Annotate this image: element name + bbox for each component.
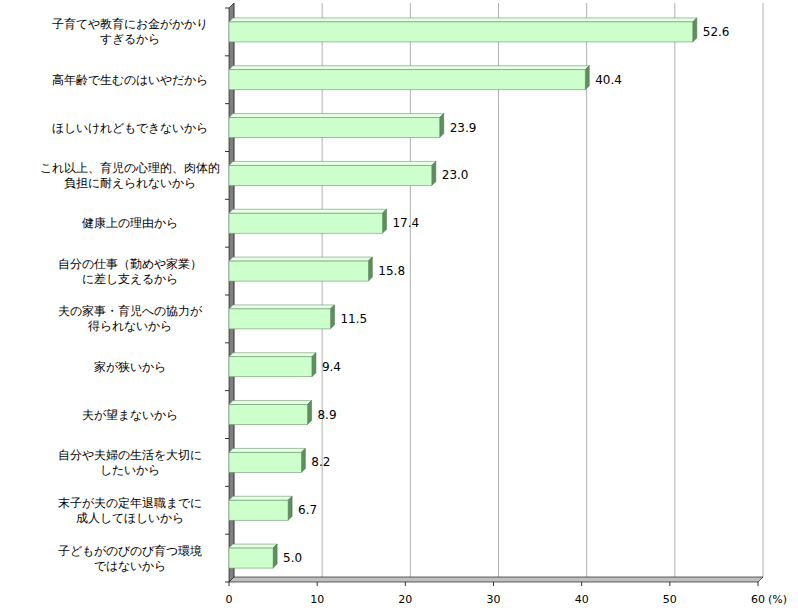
bars — [229, 18, 697, 568]
category-tick — [225, 390, 229, 391]
category-label: 家が狭いから — [94, 360, 166, 374]
category-label: 健康上の理由から — [82, 216, 178, 230]
category-label: 子どもがのびのび育つ環境ではないから — [58, 544, 202, 573]
floor — [229, 577, 763, 582]
tick-mark — [317, 582, 318, 586]
bar — [229, 496, 292, 520]
category-label: 自分の仕事（勤めや家業）に差し支えるから — [58, 257, 202, 286]
bar — [229, 544, 277, 568]
bar — [229, 209, 386, 233]
category-label: 夫が望まないから — [82, 408, 178, 422]
data-label: 23.0 — [442, 168, 469, 182]
bar — [229, 114, 444, 138]
category-label: 子育てや教育にお金がかかりすぎるから — [52, 17, 208, 46]
tick-mark — [669, 582, 670, 586]
bar — [229, 161, 436, 185]
bar — [229, 448, 305, 472]
category-tick — [225, 55, 229, 56]
grid-line — [674, 3, 675, 577]
category-tick — [225, 295, 229, 296]
chart-svg: 52.6 40.4 23.9 23.0 17.4 15.8 11.5 9.4 8.9 8.2 6.7… — [0, 0, 798, 614]
data-label: 8.2 — [311, 455, 330, 469]
category-tick — [225, 438, 229, 439]
data-label: 9.4 — [322, 360, 341, 374]
tick-label: 50 — [663, 593, 677, 606]
tick-label: 30 — [487, 593, 501, 606]
tick-mark — [758, 582, 759, 586]
data-label: 11.5 — [340, 312, 367, 326]
tick-label: 20 — [398, 593, 412, 606]
grid-line — [763, 3, 764, 577]
data-label: 6.7 — [298, 503, 317, 517]
tick-label: 0 — [226, 593, 233, 606]
bar — [229, 257, 372, 281]
chart-container: 52.6 40.4 23.9 23.0 17.4 15.8 11.5 9.4 8.9 8.2 6.7… — [0, 0, 798, 614]
data-label: 17.4 — [392, 216, 419, 230]
data-label: 5.0 — [283, 551, 302, 565]
axis-label: (%) — [768, 593, 787, 606]
tick-label: 40 — [575, 593, 589, 606]
bar — [229, 353, 316, 377]
category-tick — [225, 199, 229, 200]
category-tick — [225, 103, 229, 104]
tick-mark — [581, 582, 582, 586]
category-tick — [225, 151, 229, 152]
bar — [229, 18, 697, 42]
category-label: ほしいけれどもできないから — [52, 121, 208, 135]
category-label: 末子が夫の定年退職までに成人してほしいから — [58, 496, 202, 525]
category-tick — [225, 247, 229, 248]
tick-label: 10 — [310, 593, 324, 606]
tick-mark — [229, 582, 230, 586]
category-tick — [225, 582, 229, 583]
grid-line — [586, 3, 587, 577]
tick-mark — [493, 582, 494, 586]
category-tick — [225, 342, 229, 343]
category-label: 夫の家事・育児への協力が得られないから — [58, 304, 203, 333]
data-label: 23.9 — [450, 121, 477, 135]
data-label: 52.6 — [703, 25, 730, 39]
category-tick — [225, 486, 229, 487]
bar — [229, 66, 589, 90]
category-label: これ以上、育児の心理的、肉体的負担に耐えられないから — [40, 161, 220, 190]
data-label: 15.8 — [378, 264, 405, 278]
bar — [229, 305, 334, 329]
category-label: 高年齢で生むのはいやだから — [52, 73, 208, 87]
category-label: 自分や夫婦の生活を大切にしたいから — [58, 448, 202, 477]
data-label: 8.9 — [317, 408, 336, 422]
tick-label: 60 — [751, 593, 765, 606]
category-tick — [225, 8, 229, 9]
tick-mark — [405, 582, 406, 586]
category-tick — [225, 534, 229, 535]
data-label: 40.4 — [595, 73, 622, 87]
bar — [229, 401, 311, 425]
